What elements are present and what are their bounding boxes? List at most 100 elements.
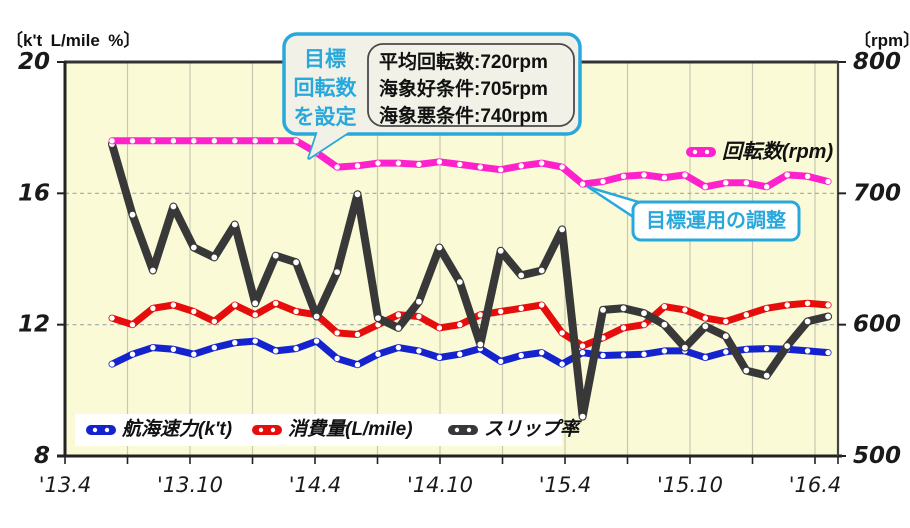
data-point-marker — [129, 138, 136, 144]
data-point-marker — [702, 354, 708, 361]
pill-dot — [258, 427, 264, 433]
data-point-marker — [109, 361, 115, 367]
data-point-marker — [539, 160, 545, 166]
data-point-marker — [170, 138, 177, 144]
data-point-marker — [538, 267, 545, 274]
data-point-marker — [804, 300, 811, 306]
data-point-marker — [477, 341, 484, 348]
data-point-marker — [334, 330, 340, 336]
data-point-marker — [273, 300, 279, 306]
data-point-marker — [416, 298, 422, 305]
data-point-marker — [559, 164, 565, 170]
data-point-marker — [211, 318, 217, 325]
adjust-note-box — [631, 200, 801, 242]
data-point-marker — [293, 308, 299, 315]
legend-consumption-pill — [252, 425, 282, 435]
data-point-marker — [825, 349, 831, 356]
data-point-marker — [620, 173, 627, 179]
data-point-marker — [375, 322, 381, 328]
left-axis-unit: 〔k't L/mile %〕 — [6, 31, 141, 50]
data-point-marker — [456, 279, 463, 285]
data-point-marker — [293, 138, 299, 144]
data-point-marker — [682, 307, 688, 313]
pill-dot — [692, 149, 698, 155]
data-point-marker — [293, 259, 299, 266]
data-point-marker — [190, 244, 197, 251]
x-axis-label: '13.4 — [39, 473, 92, 497]
data-point-marker — [539, 302, 545, 308]
data-point-marker — [743, 367, 750, 374]
data-point-marker — [129, 211, 136, 218]
bubble-label: 目標 回転数 を設定 — [293, 48, 357, 129]
data-point-marker — [784, 172, 790, 178]
series-line-3 — [108, 137, 832, 191]
pill-dot — [454, 427, 460, 433]
pill-dot — [104, 427, 110, 433]
data-point-marker — [641, 351, 647, 357]
data-point-marker — [170, 302, 177, 308]
data-point-marker — [293, 345, 299, 352]
data-point-marker — [498, 167, 504, 173]
legend-rpm-label: 回転数(rpm) — [722, 141, 834, 163]
data-point-marker — [641, 322, 647, 328]
data-point-marker — [825, 302, 831, 308]
data-point-marker — [825, 178, 831, 185]
data-point-marker — [150, 138, 156, 144]
data-point-marker — [395, 344, 402, 351]
legend-pills — [86, 147, 716, 435]
y-axis-label-left: 16 — [18, 180, 50, 206]
data-point-marker — [579, 349, 586, 356]
data-point-marker — [477, 164, 483, 170]
data-point-marker — [600, 352, 606, 359]
data-point-marker — [497, 247, 504, 254]
data-point-marker — [354, 163, 361, 169]
data-point-marker — [211, 344, 217, 351]
legend-speed-label: 航海速力(k't) — [122, 419, 233, 440]
y-axis-label-right: 600 — [853, 312, 901, 338]
x-axis-label: '13.10 — [157, 473, 223, 497]
data-point-marker — [723, 318, 729, 325]
data-point-marker — [518, 305, 524, 311]
series-line-0 — [108, 337, 832, 369]
data-point-marker — [150, 267, 156, 274]
x-axis-label: '16.4 — [789, 473, 842, 497]
data-point-marker — [784, 343, 791, 349]
data-point-marker — [825, 313, 831, 320]
series-line-2 — [108, 140, 833, 421]
y-axis-label-right: 500 — [853, 443, 901, 469]
pill-dot — [92, 427, 98, 433]
data-point-marker — [559, 361, 565, 367]
data-point-marker — [191, 308, 197, 315]
legend-consumption-label: 消費量(L/mile) — [288, 419, 413, 440]
data-point-marker — [191, 138, 197, 144]
data-point-marker — [395, 312, 402, 318]
data-point-marker — [129, 322, 136, 328]
data-point-marker — [252, 338, 258, 344]
data-point-marker — [661, 348, 668, 354]
data-point-marker — [395, 325, 402, 331]
data-point-marker — [252, 138, 258, 144]
data-point-marker — [150, 344, 156, 351]
data-point-marker — [313, 338, 320, 344]
data-point-marker — [600, 178, 606, 185]
data-point-marker — [518, 163, 524, 169]
data-point-marker — [702, 184, 708, 190]
data-point-marker — [313, 313, 320, 320]
data-point-marker — [252, 312, 258, 318]
data-point-marker — [232, 302, 238, 308]
adjust-note-label: 目標運用の調整 — [646, 210, 786, 232]
data-point-marker — [375, 351, 381, 357]
data-point-marker — [600, 307, 606, 313]
data-point-marker — [579, 413, 586, 420]
data-point-marker — [682, 344, 688, 351]
data-point-marker — [416, 348, 422, 354]
data-point-marker — [743, 346, 749, 352]
x-axis-label: '15.10 — [657, 473, 723, 497]
data-point-marker — [498, 358, 504, 365]
data-point-marker — [661, 303, 668, 310]
data-point-marker — [354, 331, 361, 338]
data-point-marker — [804, 173, 811, 179]
bubble-detail-box — [367, 43, 575, 127]
data-point-marker — [436, 159, 443, 165]
